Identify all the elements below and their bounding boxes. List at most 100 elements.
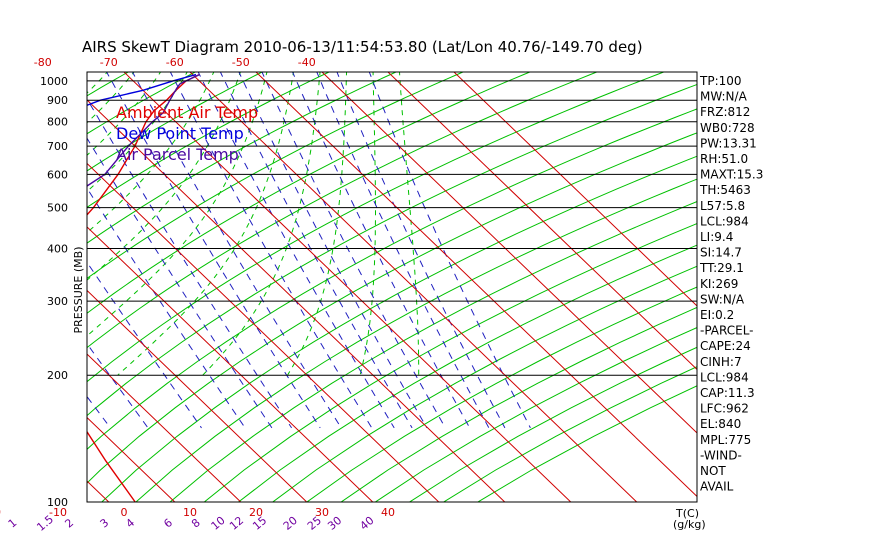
index-entry: PW:13.31 xyxy=(700,136,757,150)
dry-adiabat xyxy=(135,178,697,502)
chart-title: AIRS SkewT Diagram 2010-06-13/11:54:53.8… xyxy=(82,38,643,56)
pressure-tick-label: 400 xyxy=(47,242,68,255)
dry-adiabat xyxy=(374,327,697,502)
bottom-temp-tick-label: -10 xyxy=(49,506,67,519)
index-entry: LCL:984 xyxy=(700,370,749,384)
pressure-tick-label: 300 xyxy=(47,295,68,308)
moist-adiabat xyxy=(87,72,162,156)
index-entry: SW:N/A xyxy=(700,292,745,306)
mixing-ratio-lines xyxy=(87,72,531,429)
dry-adiabat xyxy=(87,72,599,349)
pressure-tick-label: 500 xyxy=(47,202,68,215)
dry-adiabat xyxy=(87,72,130,97)
mixing-ratio-line xyxy=(316,72,490,429)
pressure-tick-label: 700 xyxy=(47,140,68,153)
mixing-ratio-tick-label: 2 xyxy=(62,516,76,530)
mixing-ratio-line xyxy=(197,72,395,429)
top-temp-tick-labels: -120-110-100-90-80-70-60-50-40 xyxy=(34,56,316,69)
index-entry: EL:840 xyxy=(700,417,741,431)
mixing-ratio-line xyxy=(87,261,202,429)
isotherm xyxy=(255,72,697,498)
isotherm xyxy=(87,226,374,502)
legend: Ambient Air Temp Dew Point Temp Air Parcel… xyxy=(116,103,258,164)
pressure-tick-labels: 100 200 300 400 500 600 700 800 900 1000 xyxy=(40,75,68,509)
dry-adiabat xyxy=(476,385,697,502)
dry-adiabat xyxy=(87,132,697,484)
bottom-temp-tick-label: 0 xyxy=(121,506,128,519)
dry-adiabat xyxy=(87,83,697,417)
index-entry: RH:51.0 xyxy=(700,152,748,166)
dry-adiabat xyxy=(87,108,697,451)
pressure-tick-label: 100 xyxy=(47,496,68,509)
mixing-ratio-tick-label: 3 xyxy=(98,516,112,530)
moist-adiabat xyxy=(87,72,268,337)
pressure-tick-label: 600 xyxy=(47,168,68,181)
index-entry: AVAIL xyxy=(700,480,734,494)
index-entry: EI:0.2 xyxy=(700,308,734,322)
mixing-ratio-line xyxy=(87,137,273,429)
dry-adiabat xyxy=(340,306,697,502)
mixing-ratio-tick-label: 40 xyxy=(358,514,377,533)
pressure-tick-label: 900 xyxy=(47,94,68,107)
mixing-ratio-line xyxy=(261,72,446,429)
dry-adiabat xyxy=(306,286,697,502)
isobars xyxy=(87,80,697,376)
bottom-temp-tick-label: 20 xyxy=(249,506,263,519)
top-temp-tick-label: -70 xyxy=(100,56,118,69)
mixing-ratio-tick-label: 1 xyxy=(6,516,20,530)
legend-item: Air Parcel Temp xyxy=(116,145,239,164)
index-entry: MW:N/A xyxy=(700,90,748,104)
mixing-ratio-tick-label: 4 xyxy=(123,516,137,530)
index-entry: -PARCEL- xyxy=(700,324,754,338)
isotherm xyxy=(387,72,697,371)
isotherm xyxy=(123,72,572,502)
top-temp-tick-label: -80 xyxy=(34,56,52,69)
mixing-unit-label: (g/kg) xyxy=(673,518,706,531)
y-axis-label: PRESSURE (MB) xyxy=(72,247,85,334)
dry-adiabat xyxy=(442,366,697,502)
isotherm xyxy=(189,72,638,502)
index-entry: WB0:728 xyxy=(700,121,755,135)
plot-frame xyxy=(86,71,698,503)
mixing-ratio-tick-label: 20 xyxy=(281,514,300,533)
mixing-ratio-tick-label: 6 xyxy=(161,516,175,530)
mixing-ratio-line xyxy=(106,72,321,429)
isotherm xyxy=(87,99,506,502)
index-entry: NOT xyxy=(700,464,726,478)
isotherms xyxy=(87,72,697,502)
index-entry: -WIND- xyxy=(700,448,742,462)
bottom-temp-tick-label: 30 xyxy=(315,506,329,519)
index-entry: LFC:962 xyxy=(700,402,749,416)
mixing-ratio-line xyxy=(87,97,293,429)
index-entry: TH:5463 xyxy=(699,183,751,197)
index-entry: LI:9.4 xyxy=(700,230,733,244)
index-entry: TT:29.1 xyxy=(699,261,744,275)
index-entry: CINH:7 xyxy=(700,355,742,369)
top-temp-tick-label: -60 xyxy=(166,56,184,69)
index-entry: KI:269 xyxy=(700,277,738,291)
index-entry: LCL:984 xyxy=(700,214,749,228)
isotherm xyxy=(87,162,440,502)
dry-adiabat xyxy=(203,223,697,502)
isotherm xyxy=(453,72,697,307)
isotherm xyxy=(87,480,110,502)
index-entry: CAP:11.3 xyxy=(700,386,755,400)
isotherm xyxy=(87,353,242,502)
mixing-ratio-line xyxy=(131,72,342,429)
index-entry: MAXT:15.3 xyxy=(700,168,763,182)
plot-area xyxy=(87,72,697,502)
mixing-ratio-line xyxy=(238,72,428,429)
mixing-ratio-line xyxy=(368,72,531,429)
series-line-air-parcel-temp xyxy=(87,73,200,187)
dry-adiabat xyxy=(169,201,697,502)
bottom-temp-tick-label: -20 xyxy=(0,506,1,519)
index-entry: FRZ:812 xyxy=(700,105,750,119)
bottom-temp-tick-label: 40 xyxy=(381,506,395,519)
index-entry: TP:100 xyxy=(699,74,742,88)
series-line-dew-point-temp xyxy=(87,73,197,107)
moist-adiabat xyxy=(398,72,420,376)
moist-adiabat xyxy=(202,72,321,376)
